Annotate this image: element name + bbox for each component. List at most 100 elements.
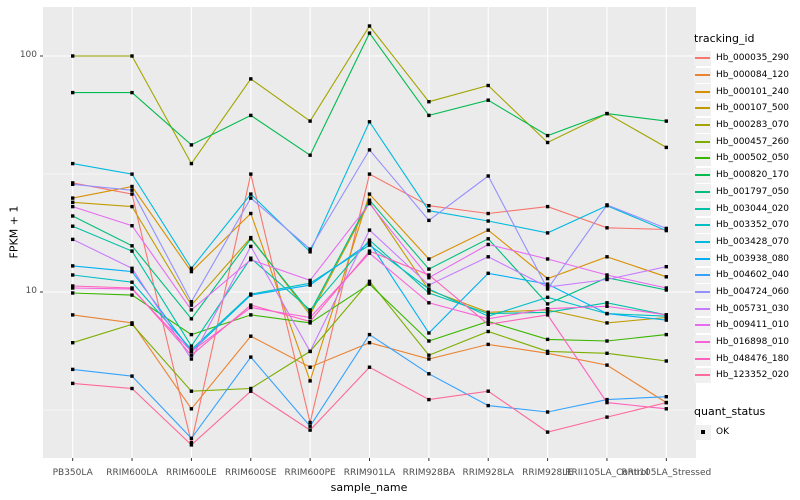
data-point <box>367 251 372 255</box>
series-line-icon <box>695 74 710 77</box>
legend-entry-Hb_001797_050: Hb_001797_050 <box>694 184 789 201</box>
data-point <box>427 331 431 335</box>
data-point <box>427 372 431 376</box>
series-color-key <box>694 367 711 383</box>
data-point <box>605 400 609 405</box>
data-point <box>308 349 312 354</box>
legend-entry-Hb_000502_050: Hb_000502_050 <box>694 150 789 167</box>
data-point <box>367 332 372 337</box>
series-color-key <box>694 167 711 183</box>
data-point <box>130 204 134 209</box>
x-tick-label-RRII105LA_Control: RRII105LA_Control <box>565 468 649 478</box>
data-point <box>427 267 431 271</box>
data-point <box>605 203 609 207</box>
x-tick-label-RRIM901LA: RRIM901LA <box>343 468 396 478</box>
data-point <box>71 286 75 290</box>
legend-entry-ok: OK <box>694 424 798 441</box>
data-point <box>664 332 668 337</box>
data-point <box>189 349 194 354</box>
data-point <box>130 192 134 196</box>
data-point <box>545 337 550 342</box>
data-point <box>605 339 609 343</box>
data-point <box>486 83 490 88</box>
black-square-icon <box>700 430 705 435</box>
data-point <box>189 269 194 274</box>
x-tick-label-RRIM928BA: RRIM928BA <box>402 468 456 478</box>
legend-entry-Hb_000035_290: Hb_000035_290 <box>694 50 789 67</box>
legend-entry-label: Hb_000101_240 <box>716 86 790 97</box>
data-point <box>486 228 490 232</box>
data-point <box>249 355 253 359</box>
legend-entry-Hb_004724_060: Hb_004724_060 <box>694 284 789 301</box>
data-point <box>189 300 194 304</box>
data-point <box>189 161 194 166</box>
data-point <box>308 283 312 287</box>
legend-entry-label: Hb_000107_500 <box>716 103 790 114</box>
data-point <box>249 113 253 118</box>
data-point <box>249 334 253 338</box>
data-point <box>545 276 550 281</box>
legend-entry-label: Hb_004724_060 <box>716 286 790 297</box>
data-point <box>367 201 372 206</box>
data-point <box>130 188 134 192</box>
x-tick-label-RRIM600PE: RRIM600PE <box>284 468 336 478</box>
data-point <box>427 291 431 295</box>
legend-entry-label: OK <box>716 427 729 438</box>
data-point <box>605 321 609 325</box>
legend-entry-label: Hb_000084_120 <box>716 70 790 81</box>
series-color-key <box>694 267 711 283</box>
data-point <box>308 310 312 314</box>
y-tick-label-100: 100 <box>19 50 37 60</box>
data-point <box>545 313 550 317</box>
legend-entry-label: Hb_000035_290 <box>716 53 790 64</box>
data-point <box>189 143 194 147</box>
data-point <box>545 231 550 235</box>
data-point <box>249 211 253 216</box>
data-point <box>427 113 431 118</box>
data-point <box>605 301 609 305</box>
series-line-icon <box>695 357 710 360</box>
data-point <box>664 228 668 233</box>
data-point <box>189 266 194 270</box>
legend-entry-label: Hb_003428_070 <box>716 236 790 247</box>
data-point <box>605 397 609 402</box>
data-point <box>486 329 490 334</box>
series-color-key <box>694 100 711 116</box>
legend-entry-label: Hb_000457_260 <box>716 136 790 147</box>
data-point <box>367 148 372 152</box>
x-tick-label-RRIM600LE: RRIM600LE <box>166 468 217 478</box>
data-point <box>130 286 134 290</box>
data-point <box>308 308 312 312</box>
data-point <box>664 226 668 231</box>
data-point <box>486 322 490 326</box>
series-line-icon <box>695 307 710 310</box>
legend-entry-Hb_000101_240: Hb_000101_240 <box>694 83 789 100</box>
legend-entry-Hb_003352_070: Hb_003352_070 <box>694 217 789 234</box>
data-point <box>427 209 431 213</box>
data-point <box>71 291 75 295</box>
series-color-key <box>694 150 711 166</box>
data-point <box>605 255 609 259</box>
data-point <box>605 415 609 419</box>
x-tick-label-RRIM928LE: RRIM928LE <box>522 468 573 478</box>
x-tick-label-RRIM600LA: RRIM600LA <box>106 468 158 478</box>
series-line-icon <box>695 190 710 193</box>
data-point <box>367 192 372 196</box>
data-point <box>308 315 312 320</box>
data-point <box>249 196 253 200</box>
data-point <box>71 161 75 166</box>
legend-entry-Hb_003044_020: Hb_003044_020 <box>694 200 789 217</box>
series-line-icon <box>695 324 710 327</box>
data-point <box>71 182 75 186</box>
legend-entry-Hb_005731_030: Hb_005731_030 <box>694 300 789 317</box>
data-point <box>427 397 431 402</box>
data-point <box>545 287 550 291</box>
data-point <box>308 379 312 383</box>
data-point <box>367 172 372 176</box>
data-point <box>71 237 75 242</box>
x-tick-label-RRIM600SE: RRIM600SE <box>225 468 277 478</box>
data-point <box>545 204 550 209</box>
legend-entry-label: Hb_004602_040 <box>716 270 790 281</box>
legend-entry-Hb_000283_070: Hb_000283_070 <box>694 117 789 134</box>
data-point <box>545 349 550 354</box>
